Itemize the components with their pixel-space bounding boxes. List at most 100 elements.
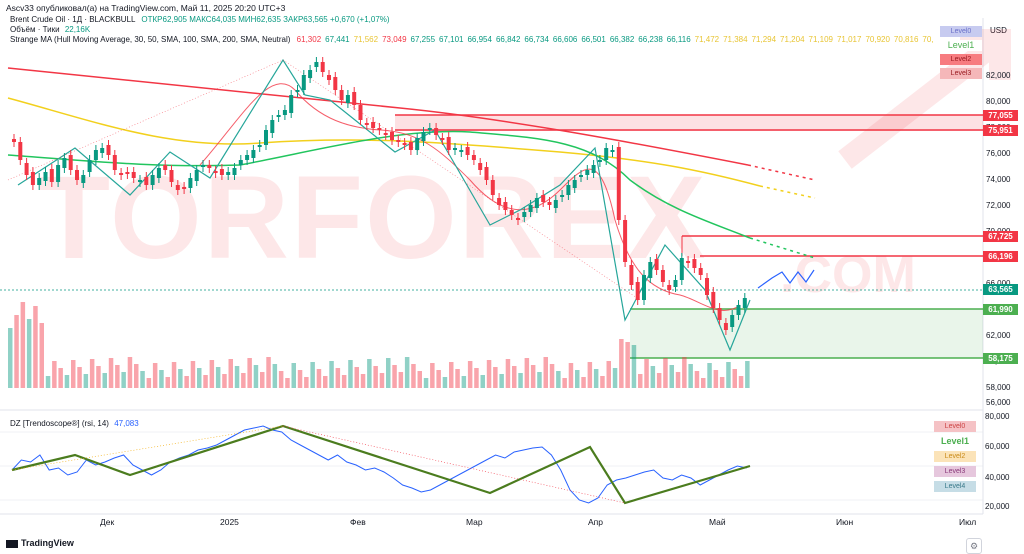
- projection-path: [757, 269, 815, 289]
- symbol-title: Brent Crude Oil · 1Д · BLACKBULL: [10, 15, 136, 24]
- ma-value: 66,501: [581, 35, 606, 44]
- candle: [75, 170, 79, 180]
- currency-label[interactable]: USD: [990, 26, 1007, 35]
- settings-icon[interactable]: ⚙: [966, 538, 982, 554]
- candle: [314, 62, 319, 67]
- tradingview-logo[interactable]: TradingView: [6, 538, 74, 548]
- volume-bar: [171, 362, 177, 388]
- candle: [686, 261, 691, 263]
- volume-bar: [178, 369, 183, 388]
- candle: [465, 147, 470, 155]
- volume-bar: [499, 374, 504, 388]
- candle: [213, 171, 218, 173]
- price-tick: 58,000: [986, 383, 1011, 392]
- volume-bar: [379, 373, 385, 388]
- volume-bar: [341, 375, 347, 388]
- volume-bar: [562, 378, 567, 388]
- volume-bar: [64, 375, 70, 388]
- rsi-tick: 20,000: [985, 502, 1010, 511]
- volume-bar: [631, 345, 637, 388]
- candle: [415, 138, 420, 150]
- candle: [175, 185, 180, 190]
- zigzag-line: [17, 58, 751, 352]
- candle: [440, 138, 445, 140]
- volume-bar: [417, 371, 422, 388]
- tv-logo-icon: [6, 539, 18, 548]
- price-tag: 66,196: [983, 251, 1018, 262]
- candle: [490, 180, 495, 195]
- volume-bar: [335, 368, 341, 388]
- candle: [301, 75, 306, 90]
- volume-bar: [612, 368, 618, 388]
- volume-bar: [140, 371, 145, 388]
- volume-bar: [297, 370, 303, 388]
- volume-bar: [392, 365, 397, 388]
- ma-value: 66,842: [495, 35, 521, 44]
- ma-value: 70,: [922, 35, 934, 44]
- candle: [654, 259, 659, 270]
- candle: [333, 77, 338, 90]
- volume-bar: [436, 370, 441, 388]
- volume-bar: [184, 376, 189, 388]
- candle: [327, 75, 331, 80]
- volume-bar: [152, 363, 158, 388]
- volume-bar: [127, 357, 133, 388]
- candle: [610, 150, 615, 152]
- candle: [383, 133, 388, 135]
- candle: [345, 95, 350, 103]
- rsi-tick: 40,000: [985, 473, 1010, 482]
- candle: [673, 280, 678, 287]
- volume-bar: [209, 360, 215, 388]
- candle: [434, 128, 439, 135]
- volume-bar: [537, 372, 542, 388]
- candle: [245, 155, 250, 160]
- volume-bar: [253, 365, 259, 388]
- price-tag: 61,990: [983, 304, 1018, 315]
- candle: [257, 145, 262, 147]
- candle: [24, 163, 29, 175]
- rsi-level-badge: Level2: [934, 451, 976, 462]
- time-tick: Май: [709, 517, 726, 527]
- support-zone: [630, 309, 983, 358]
- volume-bar: [486, 360, 492, 388]
- candle: [730, 315, 735, 327]
- volume-bar: [367, 359, 372, 388]
- level-badge: Level3: [940, 68, 982, 79]
- rsi-tick: 80,000: [985, 412, 1010, 421]
- candle: [471, 155, 476, 160]
- volume-bar: [77, 367, 82, 388]
- volume-value: 22,16K: [64, 25, 91, 34]
- sma-200-line: [7, 67, 749, 166]
- candle: [560, 195, 565, 197]
- time-tick: Июл: [959, 517, 977, 527]
- strange-ma-values: 61,302 67,441 71,562 73,049 67,255 67,101 66,9…: [293, 35, 934, 44]
- volume-bar: [190, 361, 196, 388]
- volume-bar: [102, 373, 107, 388]
- strange-ma-legend[interactable]: Strange MA (Hull Moving Average, 30, 50,…: [10, 35, 934, 44]
- level-badge: Level0: [940, 26, 982, 37]
- volume-legend[interactable]: Объём · Тики 22,16K: [10, 25, 90, 34]
- volume-bar: [581, 377, 586, 388]
- volume-bar: [386, 358, 391, 388]
- candle: [251, 150, 256, 158]
- candle: [106, 145, 111, 155]
- symbol-legend[interactable]: Brent Crude Oil · 1Д · BLACKBULL ОТКР62,…: [10, 15, 390, 24]
- volume-bar: [234, 366, 240, 388]
- ma-value: 70,816: [893, 35, 919, 44]
- candle: [182, 187, 187, 189]
- volume-bar: [83, 374, 89, 388]
- volume-bar: [348, 360, 353, 388]
- candle: [528, 205, 533, 212]
- candle: [371, 122, 376, 128]
- candle: [572, 180, 577, 188]
- volume-bar: [726, 362, 731, 388]
- ma-value: 67,255: [410, 35, 436, 44]
- volume-bar: [278, 371, 284, 388]
- ma-value: 66,954: [467, 35, 492, 44]
- candle: [81, 175, 86, 183]
- ma-value: 66,116: [666, 35, 691, 44]
- rsi-legend[interactable]: DZ [Trendoscope®] (rsi, 14) 47,083: [10, 419, 139, 428]
- ma-value: 71,204: [780, 35, 805, 44]
- volume-bar: [398, 372, 404, 388]
